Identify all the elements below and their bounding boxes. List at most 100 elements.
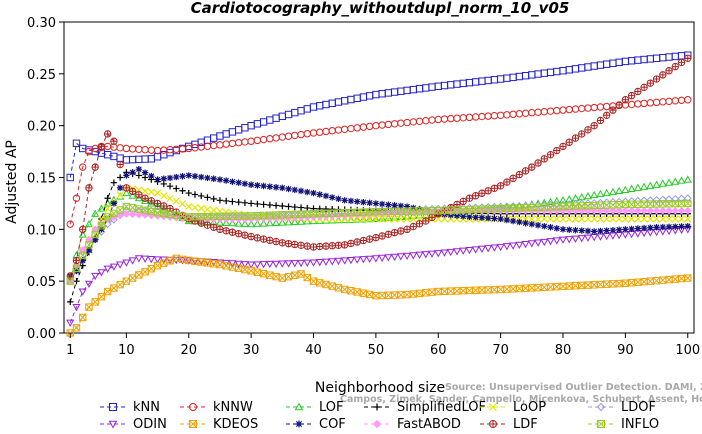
point-marker-cross [590, 201, 598, 210]
point-marker [359, 210, 368, 219]
point-marker [66, 277, 74, 285]
point-marker [366, 215, 374, 223]
point-marker [496, 75, 505, 83]
point-marker [285, 185, 292, 193]
point-marker-cross [341, 285, 349, 294]
point-marker-plus [609, 106, 617, 114]
point-marker-cross [640, 278, 648, 286]
point-marker-cross [116, 206, 124, 214]
point-marker-cross [235, 212, 243, 220]
point-marker [328, 99, 336, 107]
point-marker [603, 215, 611, 223]
point-marker-cross [309, 277, 318, 285]
point-marker [602, 102, 611, 111]
point-marker [509, 73, 517, 82]
point-marker [521, 240, 530, 249]
point-marker [677, 52, 686, 60]
point-marker [234, 260, 243, 268]
point-marker-cross [465, 286, 473, 295]
point-marker [634, 56, 642, 64]
point-marker-cross [665, 200, 673, 208]
point-marker [116, 174, 124, 181]
point-marker [203, 205, 212, 213]
point-marker [478, 112, 486, 121]
point-marker [191, 203, 199, 212]
point-marker [634, 225, 642, 232]
point-marker [540, 107, 548, 116]
point-marker-cross [671, 275, 679, 283]
point-marker [234, 138, 243, 147]
point-marker [304, 188, 311, 196]
point-marker [583, 191, 593, 200]
point-marker-cross [172, 211, 180, 219]
point-marker [390, 120, 399, 128]
point-marker-cross [216, 212, 224, 220]
point-marker [653, 224, 660, 231]
point-marker [266, 201, 274, 209]
point-marker [147, 199, 156, 207]
point-marker [128, 145, 137, 153]
legend: kNN kNNW LOF SimplifiedLOF LoOP LDOF ODIN KDEOS… [100, 400, 659, 432]
point-marker-plus [547, 151, 554, 158]
point-marker [646, 55, 655, 63]
point-marker [547, 224, 554, 231]
series-fastabod [66, 206, 692, 286]
point-marker-cross [91, 298, 99, 306]
point-marker [559, 67, 567, 75]
point-marker-plus [316, 243, 323, 250]
point-marker [365, 122, 374, 131]
point-marker-cross [85, 303, 93, 311]
point-marker [303, 130, 311, 138]
point-marker [191, 191, 199, 198]
point-marker [247, 261, 256, 269]
point-marker [116, 211, 125, 220]
point-marker [228, 139, 237, 148]
point-marker [546, 68, 555, 77]
x-tick-label: 100 [675, 343, 700, 358]
point-marker-plus [478, 190, 486, 197]
point-marker [322, 100, 330, 109]
point-marker-cross [459, 206, 467, 214]
point-marker [266, 135, 274, 143]
point-marker-cross [197, 213, 205, 221]
point-marker [166, 194, 174, 203]
point-marker [372, 200, 380, 207]
point-marker-cross [116, 281, 124, 289]
point-marker [671, 177, 680, 185]
point-marker [453, 215, 461, 223]
point-marker [453, 114, 461, 122]
x-tick-label: 80 [555, 343, 572, 358]
point-marker-cross [278, 274, 286, 282]
point-marker [571, 105, 580, 113]
point-marker [294, 402, 304, 411]
point-marker [254, 200, 261, 208]
point-marker-plus [304, 242, 311, 250]
point-marker [253, 261, 262, 269]
point-marker [621, 215, 630, 223]
point-marker-plus [235, 230, 242, 237]
point-marker-plus [129, 188, 136, 195]
point-marker-cross [160, 259, 168, 267]
point-marker-cross [203, 213, 212, 221]
point-marker [322, 127, 330, 136]
point-marker [534, 239, 543, 247]
point-marker-cross [141, 268, 149, 276]
point-marker-cross [528, 284, 536, 292]
point-marker-cross [534, 203, 542, 211]
point-marker-cross [621, 279, 629, 287]
point-marker [627, 206, 636, 215]
point-marker-cross [522, 284, 530, 292]
point-marker-cross [129, 204, 137, 212]
point-marker-plus [640, 84, 648, 91]
legend-item-kdeos: KDEOS [180, 417, 258, 432]
point-marker [72, 139, 81, 147]
point-marker [422, 84, 430, 92]
point-marker [189, 403, 197, 411]
point-marker [147, 255, 156, 264]
point-marker [472, 214, 479, 221]
point-marker-cross [578, 202, 586, 210]
point-marker-plus [204, 221, 211, 229]
point-marker [129, 169, 136, 176]
point-marker [415, 251, 424, 259]
point-marker [602, 188, 611, 197]
